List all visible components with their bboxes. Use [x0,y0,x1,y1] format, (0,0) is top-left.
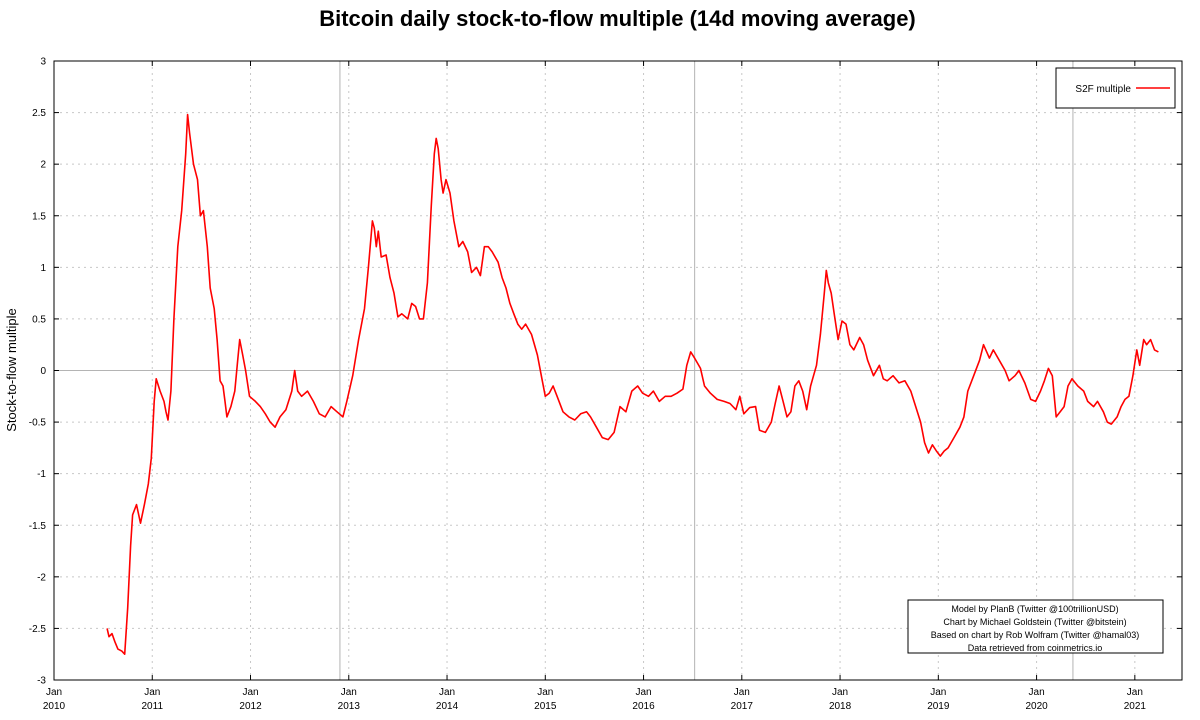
series-line-s2f-multiple [106,113,1159,655]
x-tick-label-year: 2018 [829,701,852,712]
x-tick-label-month: Jan [537,687,553,698]
x-axis: Jan2010Jan2011Jan2012Jan2013Jan2014Jan20… [43,61,1147,712]
halving-lines [339,61,1074,680]
y-tick-label: -0.5 [29,418,47,429]
y-tick-label: -3 [37,676,46,687]
x-tick-label-month: Jan [930,687,946,698]
credits-box: Model by PlanB (Twitter @100trillionUSD)… [907,599,1164,654]
y-tick-label: 1 [40,263,46,274]
credit-line: Chart by Michael Goldstein (Twitter @bit… [943,617,1126,627]
y-axis-label: Stock-to-flow multiple [4,308,19,432]
y-tick-label: 0 [40,366,46,377]
x-tick-label-year: 2016 [632,701,655,712]
y-tick-label: -2.5 [29,624,47,635]
x-tick-label-year: 2021 [1124,701,1147,712]
credit-line: Model by PlanB (Twitter @100trillionUSD) [951,604,1118,614]
credit-line: Based on chart by Rob Wolfram (Twitter @… [931,630,1140,640]
legend-entry-s2f-multiple: S2F multiple [1075,84,1131,95]
x-tick-label-year: 2020 [1025,701,1048,712]
x-tick-label-month: Jan [144,687,160,698]
y-axis: 3 2.5 2 1.5 1 0.5 0 -0.5 -1 -1.5 -2 -2.5 -3 [29,57,1182,687]
y-tick-label: 1.5 [32,211,46,222]
x-tick-label-year: 2014 [436,701,459,712]
y-tick-label: -1 [37,469,46,480]
y-tick-label: 3 [40,57,46,68]
legend: S2F multiple [1055,67,1176,109]
x-tick-label-year: 2012 [239,701,262,712]
x-tick-label-year: 2017 [731,701,754,712]
x-tick-label-year: 2010 [43,701,66,712]
x-tick-label-month: Jan [635,687,651,698]
credit-line: Data retrieved from coinmetrics.io [968,643,1103,653]
y-tick-label: 2.5 [32,108,46,119]
x-tick-label-month: Jan [1029,687,1045,698]
y-tick-label: -2 [37,572,46,583]
x-tick-label-month: Jan [1127,687,1143,698]
x-tick-label-month: Jan [832,687,848,698]
x-tick-label-year: 2019 [927,701,950,712]
x-tick-label-year: 2013 [338,701,361,712]
x-tick-label-month: Jan [439,687,455,698]
x-tick-label-year: 2015 [534,701,557,712]
x-tick-label-month: Jan [242,687,258,698]
y-tick-label: 2 [40,160,46,171]
chart-title: Bitcoin daily stock-to-flow multiple (14… [319,6,916,31]
y-tick-label: -1.5 [29,521,47,532]
x-tick-label-year: 2011 [142,701,164,712]
x-tick-label-month: Jan [341,687,357,698]
x-tick-label-month: Jan [734,687,750,698]
y-tick-label: 0.5 [32,314,46,325]
credits-frame [907,599,1164,654]
x-tick-label-month: Jan [46,687,62,698]
